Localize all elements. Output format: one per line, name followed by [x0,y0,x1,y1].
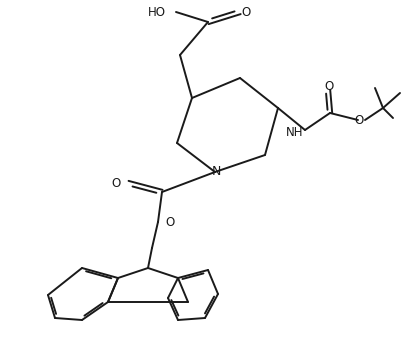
Text: O: O [241,6,251,19]
Text: NH: NH [285,126,303,139]
Text: O: O [165,215,174,228]
Text: HO: HO [148,6,166,19]
Text: O: O [354,114,364,127]
Text: N: N [212,164,221,178]
Text: O: O [112,176,121,190]
Text: O: O [324,79,334,93]
